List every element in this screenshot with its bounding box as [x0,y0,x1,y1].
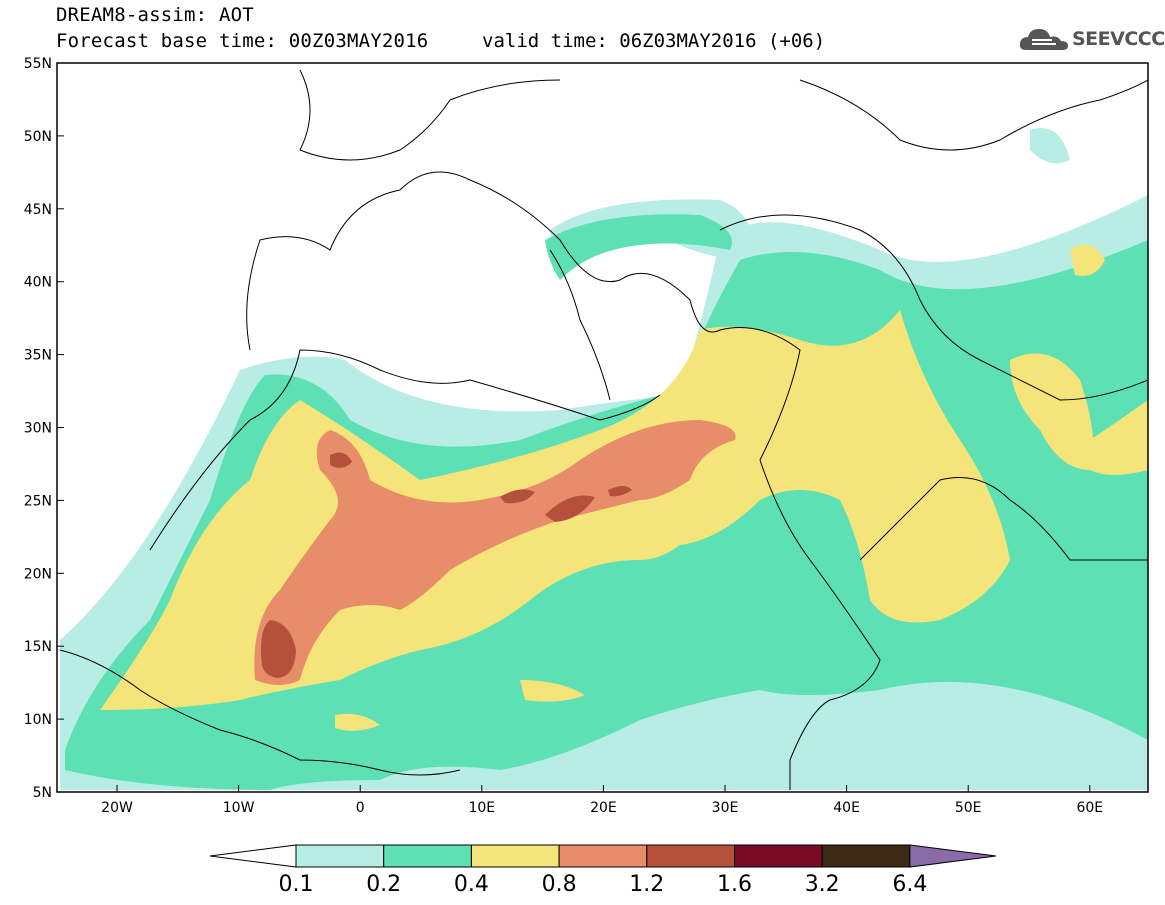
colorbar-label: 1.6 [717,872,752,897]
title-product: DREAM8-assim: AOT [56,4,254,26]
lon-label-10W: 10W [223,800,255,816]
colorbar-label: 3.2 [804,872,840,897]
lon-label-30E: 30E [712,800,739,816]
lon-label-50E: 50E [955,800,982,816]
lat-label-55N: 55N [24,56,52,72]
latitude-axis: 55N 50N 45N 40N 35N 30N 25N 20N 15N 10N 5N [24,56,64,801]
colorbar-label: 0.8 [541,872,577,897]
lat-label-45N: 45N [24,202,52,218]
lat-label-5N: 5N [33,785,52,801]
coastlines [59,69,1148,790]
colorbar-swatch [558,844,648,868]
lon-label-10E: 10E [468,800,495,816]
lon-label-60E: 60E [1076,800,1103,816]
colorbar [209,844,996,868]
colorbar-label: 1.2 [629,872,665,897]
colorbar-swatch [295,844,385,868]
colorbar-label: 0.2 [366,872,402,897]
lat-label-15N: 15N [24,639,52,655]
colorbar-label: 6.4 [892,872,928,897]
colorbar-min-arrow [209,844,297,868]
logo-text: SEEVCCC [1072,28,1165,50]
lat-label-40N: 40N [24,275,52,291]
lat-label-20N: 20N [24,566,52,582]
colorbar-swatch [734,844,823,868]
lat-label-50N: 50N [24,129,52,145]
lon-label-40E: 40E [833,800,860,816]
title-valid-time: valid time: 06Z03MAY2016 (+06) [482,30,826,52]
colorbar-swatch [821,844,911,868]
lat-label-35N: 35N [24,348,52,364]
colorbar-max-arrow [909,844,996,868]
colorbar-swatch [470,844,560,868]
longitude-axis: 20W 10W 0 10E 20E 30E 40E 50E 60E [101,785,1103,816]
cloud-icon [1019,29,1068,50]
lon-label-20W: 20W [101,800,133,816]
title-base-time: Forecast base time: 00Z03MAY2016 [56,30,429,52]
lat-label-25N: 25N [24,493,52,509]
colorbar-label: 0.1 [278,872,314,897]
aot-field [57,63,1148,792]
lon-label-20E: 20E [590,800,617,816]
colorbar-swatch [646,844,735,868]
seevccc-logo: SEEVCCC [1018,24,1165,56]
lat-label-30N: 30N [24,421,52,437]
lon-label-0: 0 [356,800,365,816]
colorbar-label: 0.4 [453,872,489,897]
lat-label-10N: 10N [24,712,52,728]
colorbar-swatch [383,844,472,868]
